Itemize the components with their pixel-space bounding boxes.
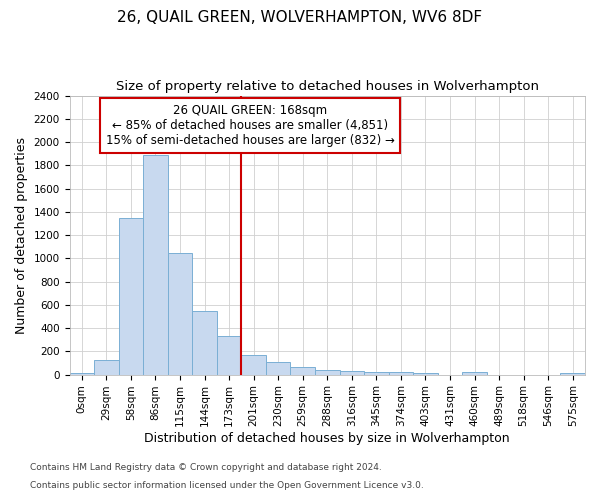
Bar <box>94 360 119 374</box>
Bar <box>315 370 340 374</box>
X-axis label: Distribution of detached houses by size in Wolverhampton: Distribution of detached houses by size … <box>145 432 510 445</box>
Bar <box>119 218 143 374</box>
Bar <box>290 368 315 374</box>
Y-axis label: Number of detached properties: Number of detached properties <box>15 136 28 334</box>
Title: Size of property relative to detached houses in Wolverhampton: Size of property relative to detached ho… <box>116 80 539 93</box>
Text: Contains public sector information licensed under the Open Government Licence v3: Contains public sector information licen… <box>30 481 424 490</box>
Bar <box>462 372 487 374</box>
Bar <box>241 356 266 374</box>
Text: Contains HM Land Registry data © Crown copyright and database right 2024.: Contains HM Land Registry data © Crown c… <box>30 464 382 472</box>
Bar <box>560 373 585 374</box>
Text: 26, QUAIL GREEN, WOLVERHAMPTON, WV6 8DF: 26, QUAIL GREEN, WOLVERHAMPTON, WV6 8DF <box>118 10 482 25</box>
Text: 26 QUAIL GREEN: 168sqm
← 85% of detached houses are smaller (4,851)
15% of semi-: 26 QUAIL GREEN: 168sqm ← 85% of detached… <box>106 104 394 147</box>
Bar <box>364 372 389 374</box>
Bar <box>217 336 241 374</box>
Bar <box>266 362 290 374</box>
Bar <box>389 372 413 374</box>
Bar <box>70 373 94 374</box>
Bar <box>168 253 192 374</box>
Bar <box>143 155 168 374</box>
Bar <box>192 311 217 374</box>
Bar <box>413 373 438 374</box>
Bar <box>340 371 364 374</box>
